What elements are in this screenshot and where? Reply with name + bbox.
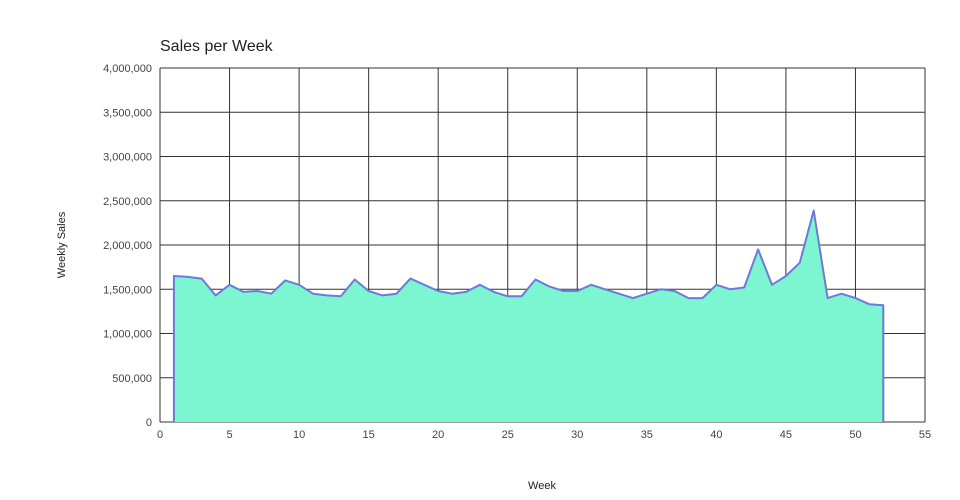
y-tick-label: 3,500,000 [103,107,152,119]
area-series-fill [173,210,884,422]
y-tick-label: 2,500,000 [103,196,152,208]
chart-title: Sales per Week [160,38,273,55]
x-tick-label: 45 [780,429,792,441]
x-tick-label: 0 [157,429,163,441]
y-tick-label: 0 [146,417,152,429]
y-tick-label: 500,000 [112,373,152,385]
x-tick-label: 5 [226,429,232,441]
x-tick-label: 55 [919,429,931,441]
x-tick-label: 50 [849,429,861,441]
y-tick-label: 1,000,000 [103,329,152,341]
x-tick-label: 35 [641,429,653,441]
x-axis-title: Week [528,480,556,492]
x-tick-label: 30 [571,429,583,441]
x-tick-label: 25 [502,429,514,441]
x-tick-label: 15 [363,429,375,441]
y-tick-label: 3,000,000 [103,152,152,164]
x-tick-label: 10 [293,429,305,441]
y-tick-label: 1,500,000 [103,284,152,296]
x-tick-label: 40 [710,429,722,441]
x-tick-label: 20 [432,429,444,441]
y-tick-label: 2,000,000 [103,240,152,252]
y-tick-label: 4,000,000 [103,63,152,75]
area-series-line [172,209,885,422]
